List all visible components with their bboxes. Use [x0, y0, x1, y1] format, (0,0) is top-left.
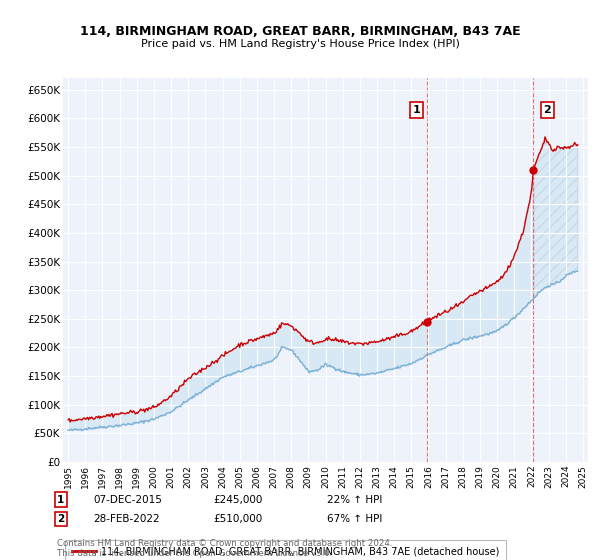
Text: 1: 1 — [57, 494, 64, 505]
Text: £245,000: £245,000 — [213, 494, 262, 505]
Text: £510,000: £510,000 — [213, 514, 262, 524]
Text: 2: 2 — [57, 514, 64, 524]
Text: 28-FEB-2022: 28-FEB-2022 — [93, 514, 160, 524]
Text: Price paid vs. HM Land Registry's House Price Index (HPI): Price paid vs. HM Land Registry's House … — [140, 39, 460, 49]
Text: Contains HM Land Registry data © Crown copyright and database right 2024.
This d: Contains HM Land Registry data © Crown c… — [57, 539, 392, 558]
Legend: 114, BIRMINGHAM ROAD, GREAT BARR, BIRMINGHAM, B43 7AE (detached house), HPI: Ave: 114, BIRMINGHAM ROAD, GREAT BARR, BIRMIN… — [65, 539, 506, 560]
Text: 114, BIRMINGHAM ROAD, GREAT BARR, BIRMINGHAM, B43 7AE: 114, BIRMINGHAM ROAD, GREAT BARR, BIRMIN… — [80, 25, 520, 38]
Text: 67% ↑ HPI: 67% ↑ HPI — [327, 514, 382, 524]
Text: 07-DEC-2015: 07-DEC-2015 — [93, 494, 162, 505]
Text: 1: 1 — [413, 105, 421, 115]
Text: 2: 2 — [543, 105, 551, 115]
Text: 22% ↑ HPI: 22% ↑ HPI — [327, 494, 382, 505]
